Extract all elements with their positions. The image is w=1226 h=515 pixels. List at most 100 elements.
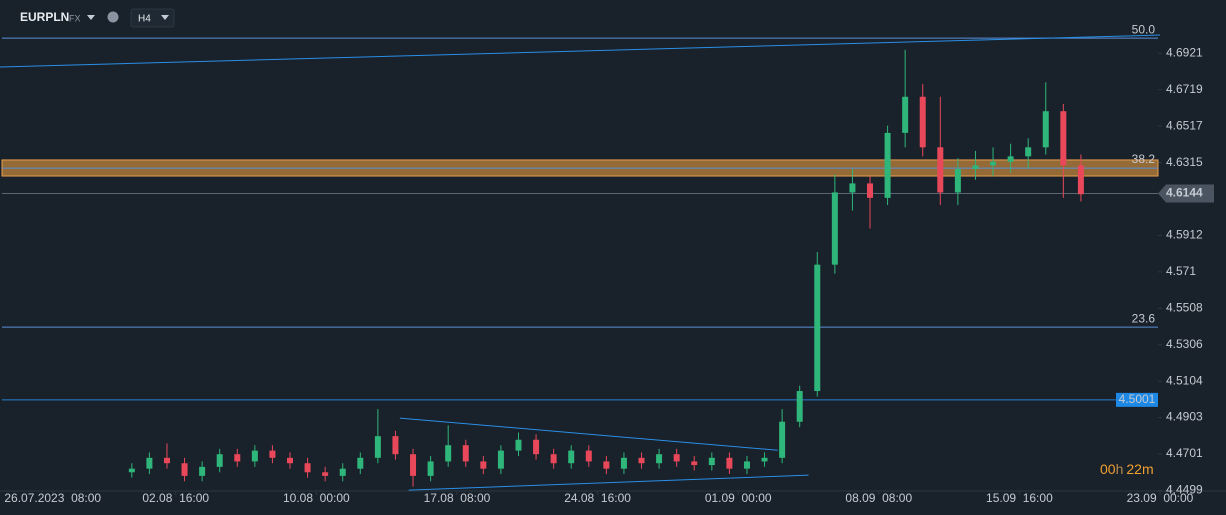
symbol[interactable]: EURPLN xyxy=(20,10,69,24)
x-tick-label: 08.09 08:00 xyxy=(845,491,912,505)
candle-body xyxy=(743,461,750,469)
candle-body xyxy=(181,463,188,476)
candle-body xyxy=(673,454,680,462)
x-tick-label: 10.08 00:00 xyxy=(283,491,350,505)
candle-body xyxy=(1025,147,1032,157)
y-tick-label: 4.571 xyxy=(1166,264,1196,278)
candle-body xyxy=(1077,165,1084,195)
candle-body xyxy=(480,461,487,469)
x-tick-label: 15.09 16:00 xyxy=(986,491,1053,505)
candle-body xyxy=(146,457,153,469)
info-icon[interactable] xyxy=(107,11,119,23)
candle-body xyxy=(269,450,276,458)
countdown: 00h 22m xyxy=(1100,461,1154,477)
last-price-label: 4.6144 xyxy=(1166,186,1203,200)
y-tick-label: 4.4499 xyxy=(1166,483,1203,497)
fib-label: 23.6 xyxy=(1132,311,1156,325)
candle-body xyxy=(1042,111,1049,148)
candle-body xyxy=(919,96,926,148)
header: EURPLN FX H4 xyxy=(20,8,175,28)
countdown-hours: 00 xyxy=(1100,461,1116,477)
x-tick-label: 17.08 08:00 xyxy=(424,491,491,505)
candle-body xyxy=(726,457,733,469)
interval-dropdown[interactable] xyxy=(161,15,169,20)
interval-box[interactable] xyxy=(130,8,175,28)
y-tick-label: 4.5306 xyxy=(1166,337,1203,351)
candle-body xyxy=(216,454,223,467)
x-tick-label: 23.09 00:00 xyxy=(1127,491,1194,505)
candle-body xyxy=(1007,156,1014,162)
countdown-minutes: 22 xyxy=(1126,461,1142,477)
candle-body xyxy=(884,132,891,198)
y-tick-label: 4.4701 xyxy=(1166,446,1203,460)
y-tick-label: 4.6719 xyxy=(1166,82,1203,96)
candle-body xyxy=(533,439,540,455)
candle-body xyxy=(462,445,469,462)
candle-body xyxy=(497,450,504,469)
x-tick-label: 24.08 16:00 xyxy=(564,491,631,505)
candle-body xyxy=(410,454,417,476)
candle-body xyxy=(427,461,434,476)
fib-label: 38.2 xyxy=(1132,152,1156,166)
fib-label: 50.0 xyxy=(1132,22,1156,36)
candle-body xyxy=(620,457,627,469)
candle-body xyxy=(691,461,698,466)
candle-body xyxy=(603,461,610,469)
candle-body xyxy=(339,468,346,476)
candle-body xyxy=(796,391,803,422)
candle-body xyxy=(831,192,838,265)
candle-body xyxy=(902,96,909,133)
candle-body xyxy=(814,264,821,392)
trendline xyxy=(408,474,809,491)
trendline xyxy=(0,34,1161,68)
level-label: 4.5001 xyxy=(1119,392,1156,406)
candle-body xyxy=(656,454,663,464)
x-tick-label: 01.09 00:00 xyxy=(705,491,772,505)
candle-body xyxy=(128,468,135,473)
candle-body xyxy=(304,463,311,473)
x-tick-label: 02.08 16:00 xyxy=(142,491,209,505)
countdown-minutes-unit: m xyxy=(1142,461,1154,477)
candle-body xyxy=(972,165,979,169)
y-tick-label: 4.6517 xyxy=(1166,118,1203,132)
candle-body xyxy=(163,457,170,464)
y-tick-label: 4.6921 xyxy=(1166,45,1203,59)
interval[interactable]: H4 xyxy=(138,14,151,25)
y-tick-label: 4.5104 xyxy=(1166,373,1203,387)
level-box xyxy=(1116,392,1158,407)
countdown-hours-unit: h xyxy=(1116,461,1124,477)
candle-body xyxy=(954,168,961,193)
candle-body xyxy=(867,183,873,198)
y-tick-label: 4.5508 xyxy=(1166,301,1203,315)
y-tick-label: 4.6315 xyxy=(1166,155,1203,169)
candle-body xyxy=(199,466,206,476)
candle-body xyxy=(568,450,575,464)
candle-body xyxy=(638,457,645,464)
candle-body xyxy=(708,457,715,466)
plot-area: 4.6921 4.6719 4.6517 4.6315 4.5912 4.571 4.550… xyxy=(0,22,1226,505)
candle-body xyxy=(445,445,452,462)
candle-body xyxy=(287,457,293,464)
candle-body xyxy=(761,457,768,462)
candle-body xyxy=(357,457,364,469)
candle-body xyxy=(374,436,381,458)
last-price-box xyxy=(1158,184,1214,203)
candle-body xyxy=(234,454,241,462)
y-tick-label: 4.5912 xyxy=(1166,228,1203,242)
symbol-dropdown[interactable] xyxy=(87,15,95,20)
candle-body xyxy=(251,450,258,462)
candle-body xyxy=(515,439,522,451)
trendline xyxy=(399,417,778,451)
candle-body xyxy=(550,454,557,464)
candle-body xyxy=(392,436,399,455)
market: FX xyxy=(69,13,81,23)
candle-body xyxy=(779,421,786,458)
candle-body xyxy=(322,472,329,476)
x-tick-label: 26.07.2023 08:00 xyxy=(4,491,101,505)
candle-body xyxy=(849,183,856,193)
candle-body xyxy=(937,147,944,193)
y-tick-label: 4.4903 xyxy=(1166,410,1203,424)
candle-body xyxy=(1060,111,1067,166)
